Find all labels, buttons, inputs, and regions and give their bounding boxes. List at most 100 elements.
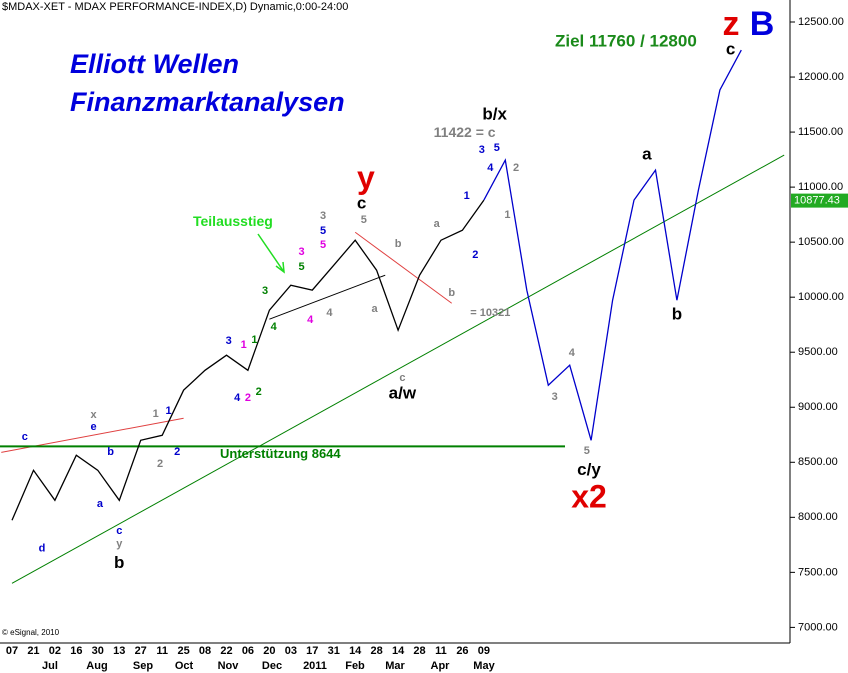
corner-label: z (723, 5, 740, 43)
month-label: May (473, 660, 495, 672)
x-tick-label: 02 (49, 645, 61, 657)
wave-label: d (39, 542, 46, 554)
wave-label: b (448, 287, 455, 299)
x-tick-label: 30 (92, 645, 104, 657)
x-tick-label: 11 (156, 645, 168, 657)
x-tick-label: 14 (349, 645, 362, 657)
y-tick-label: 11000.00 (798, 181, 843, 193)
y-tick-label: 12000.00 (798, 71, 844, 83)
trend-line (269, 274, 386, 320)
wave-label: a (642, 145, 652, 164)
headline: Finanzmarktanalysen (70, 87, 345, 117)
trend-line (11, 154, 785, 584)
x-tick-label: 03 (285, 645, 297, 657)
wave-label: 4 (326, 307, 333, 319)
month-label: 2011 (303, 660, 327, 672)
headline: Elliott Wellen (70, 49, 239, 79)
wave-label: 2 (174, 446, 180, 458)
wave-label: 2 (472, 249, 478, 261)
series-line (11, 199, 485, 521)
wave-label: x (90, 409, 97, 421)
wave-label: 1 (166, 405, 172, 417)
x-tick-label: 20 (263, 645, 275, 657)
wave-label: b (107, 446, 114, 458)
wave-label: y (357, 160, 375, 196)
wave-label: 4 (487, 162, 494, 174)
y-tick-label: 9000.00 (798, 401, 838, 413)
support-label: Unterstützung 8644 (220, 446, 341, 461)
month-label: Aug (86, 660, 107, 672)
wave-label: a (434, 218, 441, 230)
x-tick-label: 08 (199, 645, 211, 657)
x-tick-label: 07 (6, 645, 18, 657)
wave-label: 4 (307, 314, 314, 326)
wave-label: a (97, 498, 104, 510)
y-tick-label: 10500.00 (798, 236, 844, 248)
wave-label: a/w (389, 384, 417, 403)
x-tick-label: 16 (70, 645, 82, 657)
trend-line (354, 231, 453, 304)
x-tick-label: 11 (435, 645, 447, 657)
wave-label: b (114, 553, 124, 572)
wave-label: c (116, 525, 122, 537)
wave-label: b (672, 305, 682, 324)
wave-label: 1 (504, 209, 510, 221)
wave-label: 5 (320, 239, 326, 251)
wave-label: 5 (320, 225, 326, 237)
x-tick-label: 06 (242, 645, 254, 657)
wave-label: 4 (569, 347, 576, 359)
wave-label: c (399, 372, 405, 384)
x-tick-label: 31 (328, 645, 340, 657)
wave-label: 4 (271, 321, 278, 333)
month-label: Sep (133, 660, 153, 672)
chart-title: $MDAX-XET - MDAX PERFORMANCE-INDEX,D) Dy… (2, 1, 348, 13)
month-label: Mar (385, 660, 405, 672)
x-tick-label: 14 (392, 645, 405, 657)
wave-label: Teilausstieg (193, 213, 273, 229)
y-tick-label: 12500.00 (798, 16, 844, 28)
x-tick-label: 17 (306, 645, 318, 657)
wave-label: 11422 = c (434, 124, 496, 140)
wave-label: x2 (571, 479, 607, 515)
wave-label: 5 (361, 214, 367, 226)
x-tick-label: 27 (135, 645, 147, 657)
y-tick-label: 11500.00 (798, 126, 843, 138)
wave-label: c (22, 431, 28, 443)
wave-label: 2 (157, 458, 163, 470)
wave-label: c (357, 194, 366, 213)
wave-label: 1 (251, 334, 257, 346)
wave-label: 1 (153, 408, 159, 420)
x-tick-label: 21 (27, 645, 39, 657)
month-label: Nov (218, 660, 240, 672)
wave-label: 2 (513, 162, 519, 174)
wave-label: 5 (494, 142, 500, 154)
month-label: Dec (262, 660, 282, 672)
last-price-box (791, 193, 848, 208)
wave-label: c/y (577, 460, 601, 479)
series-line (483, 49, 742, 441)
wave-label: b (395, 238, 402, 250)
wave-label: = 10321 (470, 307, 510, 319)
target: Ziel 11760 / 12800 (555, 31, 697, 50)
x-tick-label: 28 (413, 645, 425, 657)
x-tick-label: 22 (220, 645, 232, 657)
wave-label: 2 (245, 392, 251, 404)
month-label: Feb (345, 660, 365, 672)
x-tick-label: 26 (456, 645, 468, 657)
wave-label: 1 (241, 339, 247, 351)
y-tick-label: 9500.00 (798, 346, 838, 358)
y-tick-label: 10000.00 (798, 291, 844, 303)
wave-label: 1 (464, 190, 470, 202)
wave-label: 3 (299, 246, 305, 258)
wave-label: c (726, 40, 735, 59)
wave-label: 2 (256, 386, 262, 398)
arrow (257, 233, 285, 274)
wave-label: 3 (479, 144, 485, 156)
wave-label: 3 (552, 391, 558, 403)
x-tick-label: 13 (113, 645, 125, 657)
month-label: Jul (42, 660, 58, 672)
wave-label: 3 (226, 335, 232, 347)
wave-label: a (371, 303, 378, 315)
